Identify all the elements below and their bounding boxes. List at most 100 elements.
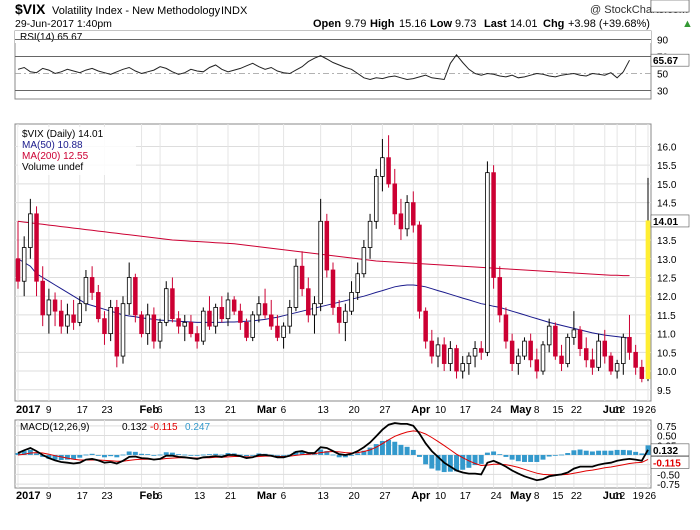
- symbol: $VIX: [15, 1, 46, 17]
- candle-body: [608, 355, 614, 372]
- macd-histogram-bar: [373, 444, 379, 455]
- macd-histogram-bar: [583, 450, 589, 455]
- x-tick-label: 6: [281, 405, 287, 416]
- rsi-tick-label: 30: [657, 87, 669, 98]
- chg-value: +3.98 (+39.68%): [568, 18, 650, 30]
- price-tick-label: 11.5: [657, 311, 676, 322]
- candle-body: [77, 303, 83, 323]
- macd-histogram-bar: [571, 450, 577, 455]
- x-tick-label: 8: [534, 405, 540, 416]
- macd-value-label-bg: [650, 443, 690, 457]
- candle-body: [534, 359, 540, 372]
- candles-group: [15, 135, 651, 383]
- candle-body: [108, 307, 113, 335]
- candle-body: [614, 363, 620, 372]
- last-price-label-bg: [650, 214, 690, 228]
- macd-histogram-bar: [324, 451, 330, 455]
- low-label: Low: [430, 18, 452, 30]
- candle-body: [565, 336, 570, 364]
- candle-body: [188, 321, 194, 335]
- candle-body: [349, 292, 354, 312]
- macd-histogram-bar: [151, 454, 157, 456]
- macd-histogram-bar: [392, 441, 398, 455]
- rsi-line: [17, 53, 630, 81]
- macd-legend: MACD(12,26,9) 0.132 -0.115 0.247: [20, 422, 210, 433]
- candle-body: [225, 299, 231, 320]
- candle-body: [577, 329, 583, 349]
- candle-body: [645, 220, 651, 380]
- macd-legend-hist: 0.247: [185, 422, 210, 433]
- x-tick-label: 27: [379, 491, 391, 502]
- ohlc-summary: Open 9.79 High 15.16 Low 9.73 Last 14.01…: [313, 18, 693, 30]
- candle-body: [275, 325, 280, 338]
- candle-body: [509, 340, 515, 364]
- candle-body: [219, 307, 225, 320]
- rsi-line-group: [17, 53, 630, 81]
- x-tick-label: Apr: [411, 490, 431, 502]
- high-value: 15.16: [399, 18, 427, 30]
- x-tick-label: 13: [318, 491, 330, 502]
- macd-histogram-bar: [627, 450, 632, 455]
- candle-body: [170, 288, 175, 320]
- candle-body: [46, 299, 52, 316]
- candle-body: [102, 318, 107, 335]
- x-tick-label: May: [510, 404, 532, 416]
- macd-histogram-bar: [250, 454, 256, 456]
- macd-histogram-bar: [27, 449, 33, 455]
- macd-histogram-bar: [71, 454, 77, 460]
- macd-histogram-bar: [379, 440, 385, 455]
- macd-histogram-bar: [361, 450, 367, 455]
- candle-body: [540, 344, 546, 372]
- macd-histogram-bar: [386, 439, 392, 455]
- ma50-value-label-text: 10.88: [653, 0, 678, 3]
- macd-histogram-bar: [404, 446, 410, 455]
- legend-ma50: MA(50) 10.88: [22, 140, 83, 151]
- x-tick-label: 13: [318, 405, 330, 416]
- last-value: 14.01: [510, 18, 538, 30]
- candle-body: [343, 310, 348, 323]
- macd-histogram-bar: [46, 454, 52, 459]
- x-tick-label: Mar: [257, 404, 277, 416]
- macd-tick-label: -0.50: [657, 470, 680, 481]
- macd-histogram-bar: [83, 454, 89, 456]
- x-tick-label: 15: [552, 491, 564, 502]
- macd-histogram-bar: [108, 454, 114, 457]
- x-tick-label: 23: [101, 491, 113, 502]
- macd-histogram-bar: [589, 451, 595, 455]
- candle-body: [151, 314, 157, 342]
- candle-body: [15, 258, 21, 282]
- candle-body: [485, 172, 490, 353]
- macd-line-group: [17, 422, 649, 482]
- macd-value-label: 0.132: [650, 443, 690, 457]
- macd-histogram-bar: [34, 453, 39, 455]
- candle-body: [380, 157, 385, 177]
- x-tick-label: 10: [435, 405, 447, 416]
- macd-histogram-bar: [225, 453, 231, 455]
- candle-body: [312, 303, 317, 316]
- macd-histogram-bar: [460, 454, 466, 470]
- price-legend: $VIX (Daily) 14.01 MA(50) 10.88 MA(200) …: [18, 127, 136, 175]
- datetime: 29-Jun-2017 1:40pm: [15, 18, 112, 30]
- rsi-panel: RSI(14) 65.67 30507090 65.67: [14, 30, 690, 100]
- ma50-value-label-bg: [650, 0, 690, 13]
- macd-histogram-bar: [522, 454, 527, 462]
- macd-histogram-group: [15, 439, 651, 473]
- x-tick-label: 19: [633, 405, 645, 416]
- candle-body: [404, 202, 410, 230]
- macd-histogram-bar: [565, 453, 571, 455]
- high-label: High: [370, 18, 395, 30]
- candle-body: [621, 336, 626, 364]
- macd-histogram-bar: [398, 444, 404, 455]
- chg-up-arrow-icon: ▲: [682, 18, 693, 30]
- macd-histogram-bar: [77, 454, 83, 458]
- candle-body: [336, 307, 342, 323]
- x-tick-label: 22: [571, 405, 583, 416]
- legend-vix: $VIX (Daily) 14.01: [22, 129, 104, 140]
- macd-histogram-bar: [466, 454, 472, 468]
- macd-histogram-bar: [454, 454, 459, 472]
- x-tick-label: 12: [614, 405, 626, 416]
- macd-histogram-bar: [620, 449, 626, 455]
- candle-body: [435, 344, 441, 357]
- macd-histogram-bar: [497, 454, 503, 455]
- macd-histogram-bar: [281, 454, 287, 456]
